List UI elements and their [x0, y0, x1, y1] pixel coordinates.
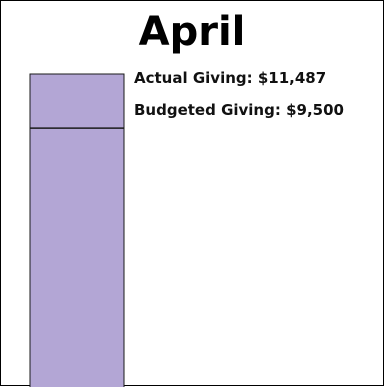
budgeted-giving-label: Budgeted Giving: $9,500 — [134, 101, 344, 119]
actual-giving-label: Actual Giving: $11,487 — [134, 69, 327, 87]
chart-title: April — [138, 9, 246, 55]
actual-giving-bar — [29, 73, 125, 387]
